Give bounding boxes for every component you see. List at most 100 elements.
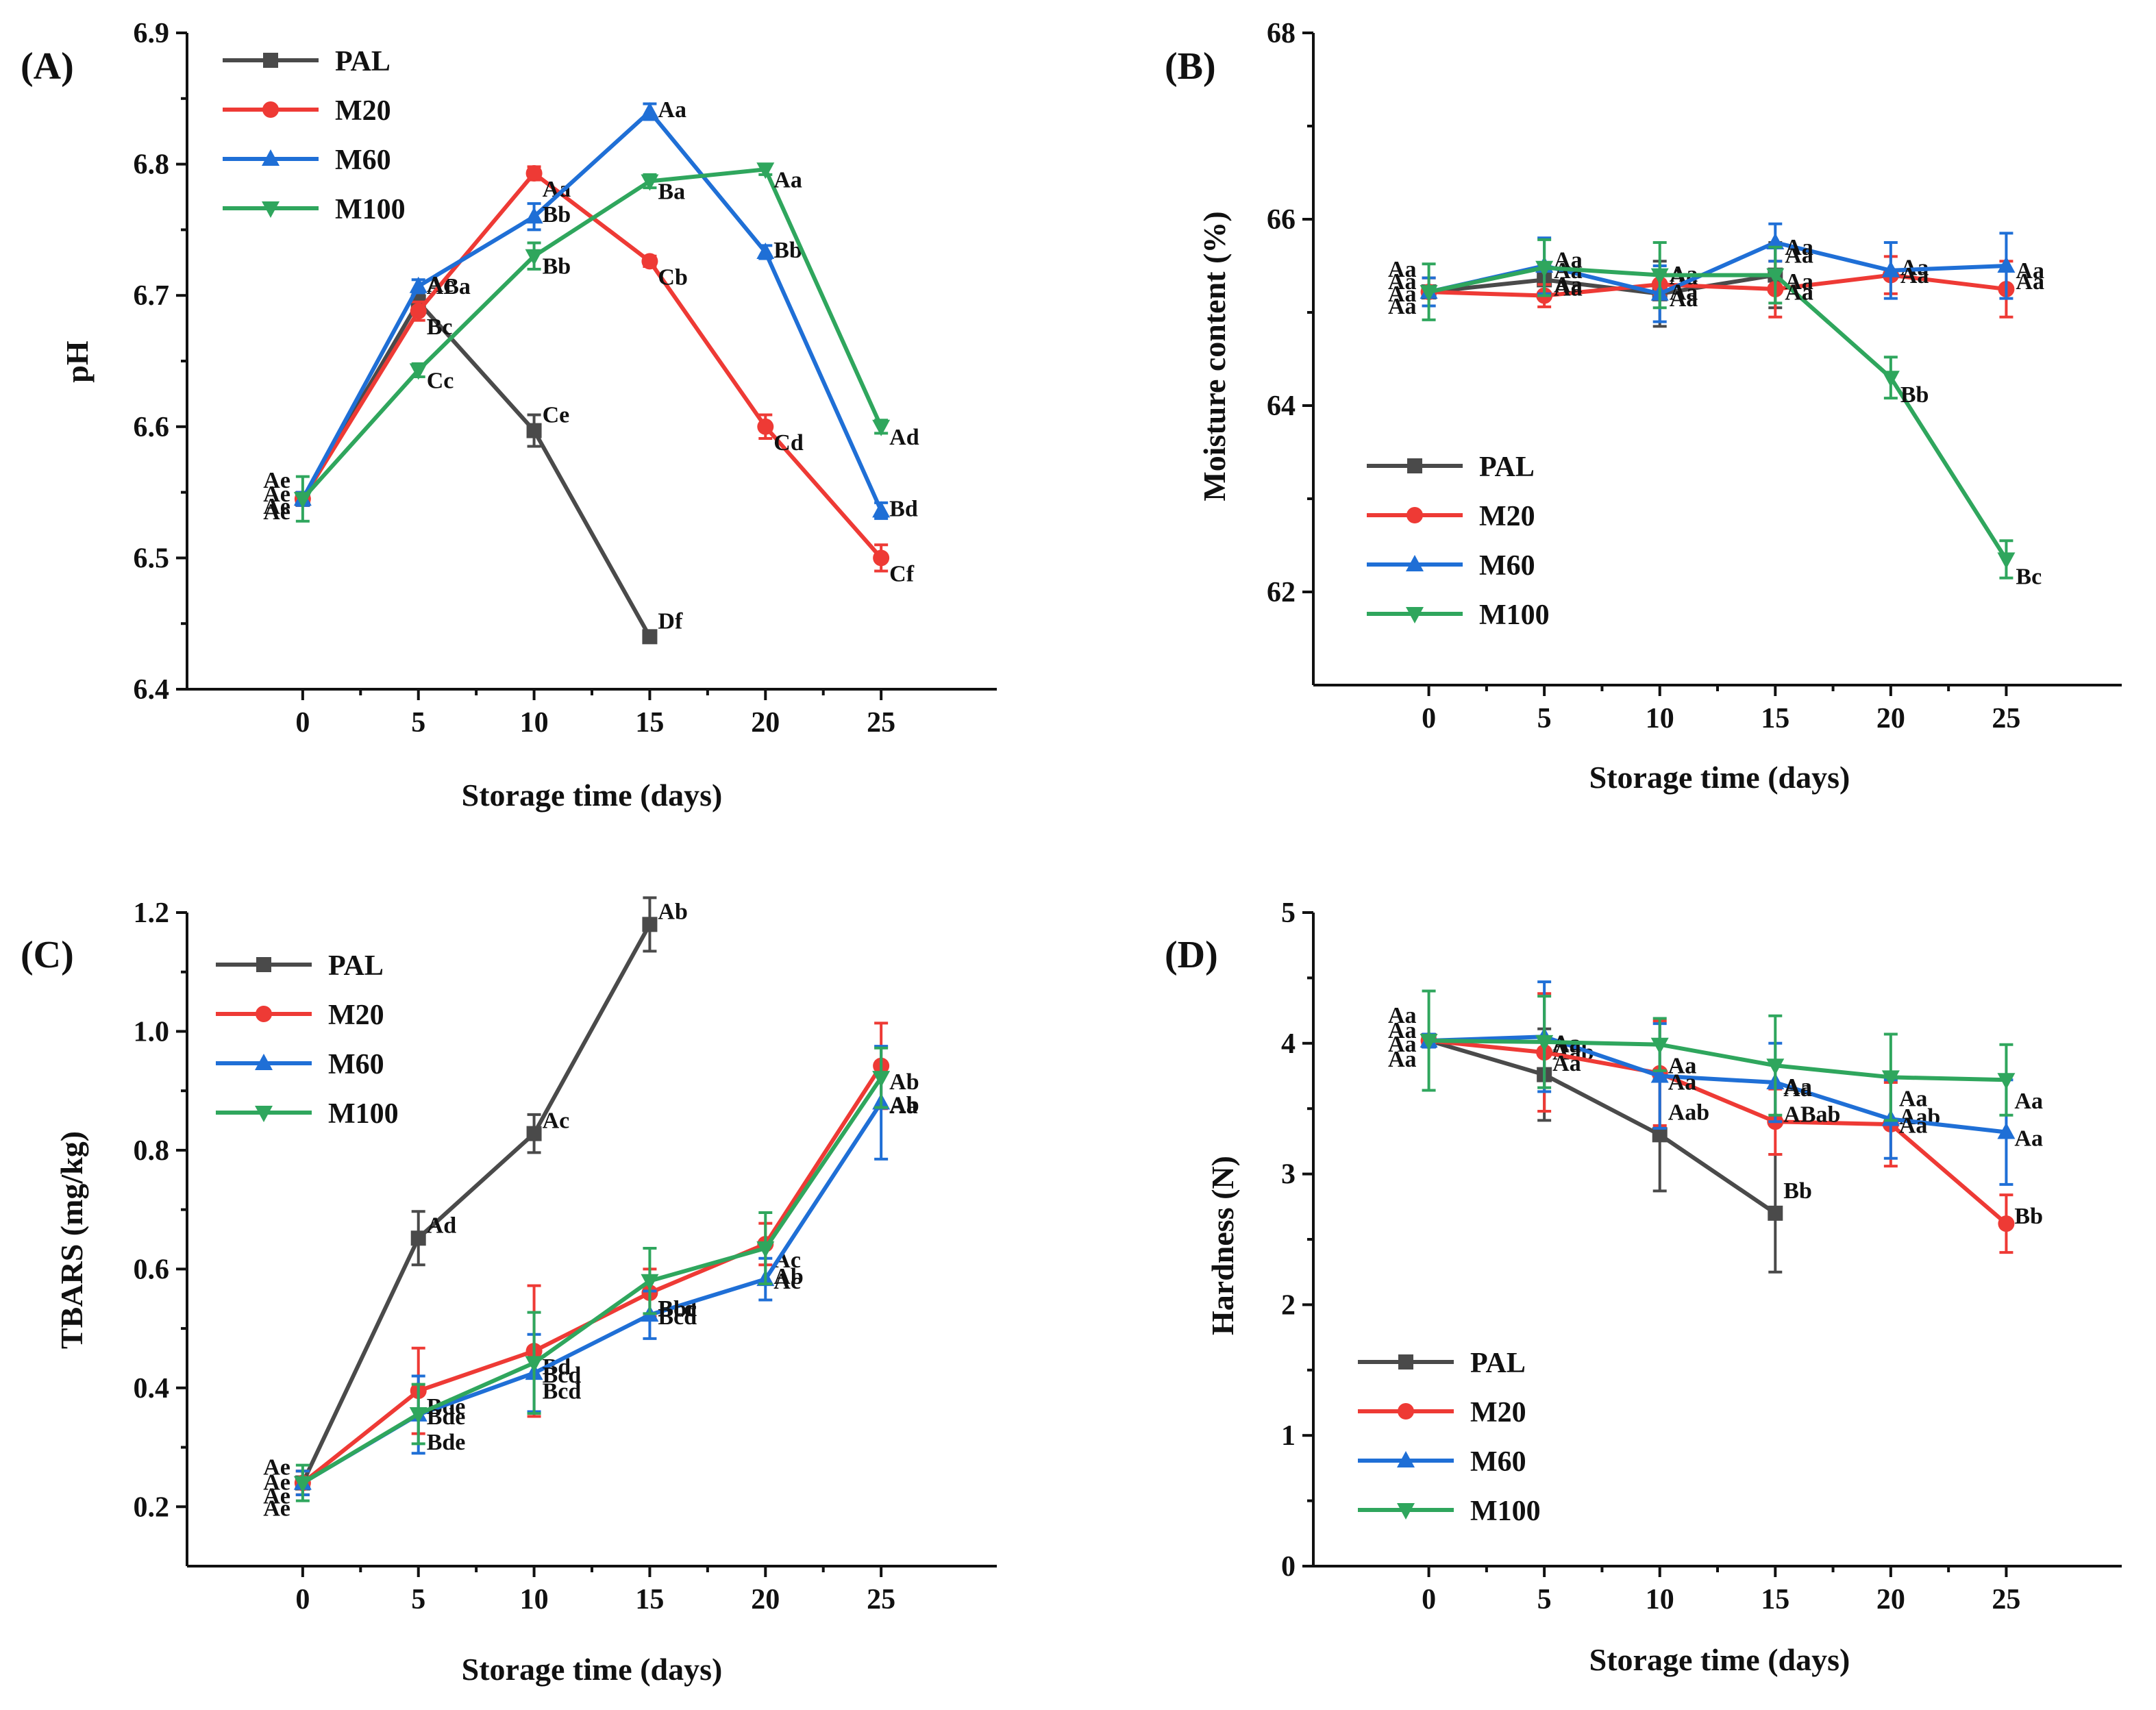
significance-label: Aa — [2016, 269, 2044, 295]
y-tick-label: 62 — [1267, 577, 1296, 608]
legend-label: M60 — [1470, 1446, 1526, 1478]
data-point — [641, 1274, 659, 1291]
significance-label: Aa — [1783, 1074, 1812, 1100]
legend-marker — [256, 1006, 272, 1022]
y-tick-label: 0.4 — [134, 1373, 170, 1404]
legend-item-m100: M100 — [1358, 1496, 1541, 1527]
significance-label: Bb — [2014, 1204, 2043, 1229]
legend-label: M20 — [1479, 501, 1535, 532]
y-tick-label: 6.5 — [134, 543, 170, 574]
data-point — [526, 423, 542, 438]
legend-item-m20: M20 — [1367, 501, 1535, 532]
x-tick-label: 10 — [1646, 703, 1674, 734]
significance-label: Aa — [1388, 269, 1417, 295]
data-point — [1652, 1127, 1668, 1143]
data-point — [525, 207, 543, 224]
x-tick-label: 5 — [411, 1584, 425, 1615]
panel-c: (C) TBARS (mg/kg) Storage time (days) 0.… — [21, 896, 997, 1687]
legend-label: M60 — [335, 145, 391, 176]
panel-label: (C) — [21, 934, 74, 976]
legend-label: PAL — [1479, 451, 1535, 483]
significance-label: Aab — [1668, 1100, 1709, 1125]
data-point — [641, 101, 659, 119]
legend-marker — [1407, 458, 1422, 473]
y-tick-label: 6.4 — [134, 674, 170, 706]
y-axis-title: Moisture content (%) — [1197, 211, 1232, 501]
data-point — [1997, 1122, 2016, 1139]
y-tick-label: 2 — [1281, 1289, 1296, 1321]
data-point — [873, 549, 890, 567]
significance-label: Aa — [2016, 258, 2044, 284]
significance-label: Aa — [1552, 1051, 1581, 1076]
series-line — [301, 109, 883, 512]
legend: PAL M20 M60 M100 — [1367, 451, 1550, 631]
significance-label: Bb — [1783, 1178, 1812, 1204]
data-point — [1881, 260, 1900, 277]
significance-label: Aa — [1899, 1086, 1928, 1111]
significance-label: Aa — [1554, 273, 1583, 298]
significance-label: Ad — [427, 1213, 457, 1238]
y-tick-label: 0.8 — [134, 1135, 170, 1167]
significance-label: Ab — [773, 1264, 803, 1289]
significance-label: Aa — [1388, 1003, 1417, 1028]
x-tick-label: 20 — [1876, 703, 1905, 734]
data-point — [641, 253, 658, 270]
x-tick-label: 0 — [295, 707, 310, 739]
series-line — [1428, 1039, 1776, 1215]
data-point — [1535, 1034, 1554, 1052]
data-point — [1650, 1037, 1669, 1054]
legend-label: M100 — [328, 1098, 399, 1130]
legend-marker — [1397, 1503, 1415, 1520]
data-point — [410, 303, 427, 320]
significance-label: Aa — [2014, 1089, 2043, 1114]
series-pal: Ae Ad Ac Ab — [263, 896, 688, 1496]
x-tick-label: 0 — [1422, 1584, 1436, 1615]
data-point — [409, 1407, 428, 1424]
significance-label: Bbc — [658, 1297, 697, 1322]
significance-label: Aa — [1899, 1113, 1928, 1138]
x-tick-label: 5 — [1537, 703, 1552, 734]
significance-label: Ab — [889, 1069, 919, 1095]
legend-marker — [1407, 507, 1423, 523]
data-point — [1768, 1205, 1783, 1221]
legend-item-m60: M60 — [223, 145, 391, 176]
panel-label: (A) — [21, 45, 74, 88]
x-tick-label: 5 — [1537, 1584, 1552, 1615]
legend-marker — [262, 101, 279, 118]
significance-label: Aa — [1388, 1047, 1417, 1072]
legend-label: M100 — [335, 194, 406, 225]
legend-item-m60: M60 — [1367, 550, 1535, 582]
y-tick-label: 0.6 — [134, 1254, 170, 1285]
legend-label: PAL — [328, 950, 384, 982]
series-line — [1428, 1038, 2007, 1082]
significance-label: Bd — [889, 496, 918, 521]
data-point — [525, 1356, 543, 1373]
data-point — [872, 501, 891, 518]
x-tick-label: 20 — [751, 1584, 780, 1615]
data-point — [1420, 285, 1438, 302]
data-point — [1766, 233, 1785, 249]
panel-b: (B) Moisture content (%) Storage time (d… — [1165, 18, 2122, 795]
data-point — [756, 162, 775, 179]
data-point — [1881, 1070, 1900, 1087]
x-axis-title: Storage time (days) — [1589, 1642, 1850, 1677]
data-point — [409, 363, 428, 380]
series-line — [301, 923, 652, 1484]
data-point — [757, 418, 774, 435]
y-tick-label: 0.2 — [134, 1491, 170, 1523]
significance-label: Ba — [658, 179, 685, 205]
y-tick-label: 1.2 — [134, 897, 170, 929]
significance-label: Ac — [427, 272, 454, 297]
significance-label: Cc — [427, 368, 454, 393]
legend-item-pal: PAL — [1367, 451, 1535, 483]
y-tick-label: 64 — [1267, 391, 1296, 422]
significance-label: Ac — [543, 1108, 570, 1134]
x-tick-label: 5 — [411, 707, 425, 739]
data-point — [1535, 260, 1554, 277]
legend: PAL M20 M60 M100 — [216, 950, 399, 1130]
series-m100: Aa Aa Aa Aa Aa Aa — [1388, 989, 2043, 1122]
significance-label: Ae — [263, 1455, 290, 1480]
panel-a: (A) pH Storage time (days) 6.4 6.5 6.6 6.7 6… — [21, 18, 997, 813]
x-tick-label: 25 — [1992, 703, 2020, 734]
significance-label: Bc — [2016, 564, 2042, 589]
